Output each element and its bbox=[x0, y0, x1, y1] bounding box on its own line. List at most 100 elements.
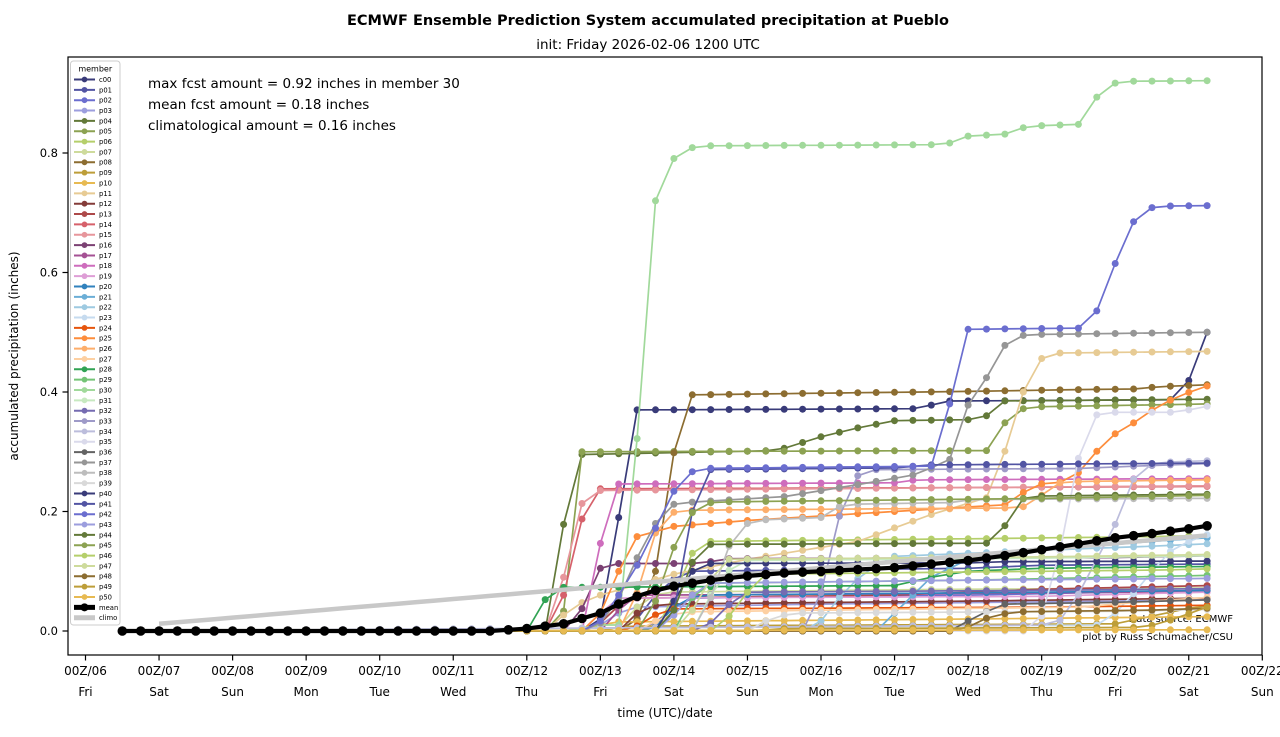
x-tick-label: 00Z/17 bbox=[873, 664, 916, 678]
series-marker bbox=[707, 626, 715, 634]
x-tick-label: 00Z/11 bbox=[432, 664, 475, 678]
legend-entry-label: p03 bbox=[99, 107, 112, 115]
legend-item-p11: p11 bbox=[74, 190, 112, 198]
x-tick-label: 00Z/09 bbox=[285, 664, 328, 678]
series-marker bbox=[652, 486, 659, 494]
legend-entry-label: p32 bbox=[99, 407, 112, 415]
series-marker bbox=[1185, 557, 1193, 565]
y-tick-label: 0.2 bbox=[40, 505, 58, 519]
y-tick-label: 0.4 bbox=[40, 385, 58, 399]
legend-swatch-marker bbox=[81, 573, 88, 580]
legend-item-p49: p49 bbox=[74, 583, 112, 591]
series-marker bbox=[209, 626, 219, 636]
series-marker bbox=[1055, 542, 1065, 552]
series-marker bbox=[762, 390, 770, 398]
series-marker bbox=[688, 468, 696, 476]
series-marker bbox=[946, 608, 954, 616]
series-marker bbox=[1074, 567, 1082, 575]
series-marker bbox=[1166, 348, 1174, 356]
series-marker bbox=[762, 617, 770, 625]
legend-item-p46: p46 bbox=[74, 552, 112, 560]
series-marker bbox=[891, 616, 898, 624]
series-marker bbox=[652, 560, 659, 567]
series-marker bbox=[688, 509, 696, 516]
series-marker bbox=[835, 588, 843, 596]
series-marker bbox=[1203, 491, 1211, 499]
series-marker bbox=[1074, 494, 1082, 502]
series-marker bbox=[670, 560, 678, 567]
series-marker bbox=[964, 576, 972, 584]
series-marker bbox=[946, 495, 954, 503]
series-marker bbox=[743, 506, 751, 514]
x-tick-day: Fri bbox=[78, 685, 92, 699]
legend-swatch-marker bbox=[81, 231, 88, 238]
series-marker bbox=[964, 132, 972, 140]
series-marker bbox=[909, 496, 917, 504]
series-marker bbox=[817, 141, 825, 149]
series-marker bbox=[817, 463, 825, 471]
series-marker bbox=[670, 487, 678, 495]
legend-item-p31: p31 bbox=[74, 397, 112, 405]
series-marker bbox=[1130, 566, 1138, 574]
series-marker bbox=[1130, 408, 1138, 416]
series-marker bbox=[927, 416, 935, 424]
series-marker bbox=[1001, 522, 1009, 530]
series-marker bbox=[1111, 408, 1119, 416]
series-marker bbox=[946, 576, 954, 584]
series-marker bbox=[854, 389, 862, 397]
series-marker bbox=[817, 479, 825, 487]
series-marker bbox=[1111, 586, 1119, 594]
series-marker bbox=[854, 626, 862, 634]
series-marker bbox=[983, 568, 990, 576]
series-marker bbox=[301, 626, 311, 636]
series-marker bbox=[854, 609, 862, 617]
series-marker bbox=[1038, 325, 1046, 332]
series-marker bbox=[430, 626, 440, 636]
legend-swatch-marker bbox=[81, 552, 88, 559]
series-marker bbox=[596, 448, 604, 456]
series-marker bbox=[834, 565, 845, 576]
series-marker bbox=[1001, 504, 1009, 512]
series-marker bbox=[872, 540, 880, 548]
legend-entry-label: p47 bbox=[99, 562, 112, 570]
legend-swatch-marker bbox=[81, 304, 88, 311]
series-marker bbox=[633, 486, 641, 494]
x-tick-label: 00Z/22 bbox=[1241, 664, 1280, 678]
series-marker bbox=[1148, 204, 1156, 212]
series-marker bbox=[946, 504, 954, 512]
series-marker bbox=[854, 405, 862, 413]
x-tick-label: 00Z/10 bbox=[358, 664, 401, 678]
series-marker bbox=[1203, 202, 1211, 210]
legend-entry-label: climo bbox=[99, 614, 117, 622]
series-marker bbox=[1166, 396, 1174, 404]
series-marker bbox=[1148, 551, 1156, 559]
x-tick-label: 00Z/21 bbox=[1167, 664, 1210, 678]
series-marker bbox=[779, 568, 789, 578]
series-marker bbox=[799, 405, 807, 413]
legend-entry-label: p12 bbox=[99, 200, 112, 208]
series-marker bbox=[1074, 558, 1082, 565]
legend-item-p32: p32 bbox=[74, 407, 112, 415]
series-marker bbox=[927, 626, 935, 634]
series-marker bbox=[1056, 586, 1064, 594]
author-credit: plot by Russ Schumacher/CSU bbox=[1082, 632, 1233, 643]
series-marker bbox=[1074, 454, 1082, 462]
legend-swatch-marker bbox=[81, 418, 88, 424]
series-marker bbox=[946, 455, 954, 463]
legend-entry-label: p34 bbox=[99, 428, 112, 436]
series-marker bbox=[1148, 329, 1156, 337]
series-marker bbox=[909, 462, 917, 470]
series-marker bbox=[891, 496, 898, 504]
series-marker bbox=[743, 498, 751, 506]
legend-swatch-marker bbox=[81, 563, 88, 569]
legend-box bbox=[70, 60, 121, 626]
series-marker bbox=[983, 447, 990, 455]
series-marker bbox=[909, 416, 917, 424]
series-marker bbox=[835, 512, 843, 520]
y-tick-label: 0.0 bbox=[40, 624, 58, 638]
series-marker bbox=[872, 141, 880, 149]
legend-swatch-marker bbox=[81, 149, 88, 155]
series-marker bbox=[688, 498, 696, 506]
legend-entry-label: p42 bbox=[99, 511, 112, 519]
series-marker bbox=[964, 447, 972, 455]
